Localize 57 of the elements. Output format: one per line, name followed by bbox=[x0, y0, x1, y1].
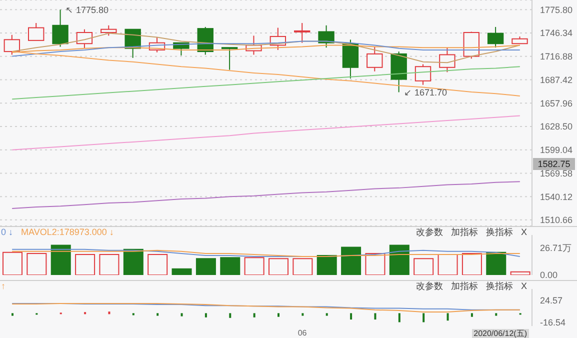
text: 1582.75 bbox=[533, 158, 575, 170]
bar bbox=[316, 255, 337, 275]
annotation: X bbox=[520, 227, 527, 237]
y-tick-label: 1599.04 bbox=[540, 145, 573, 156]
annotation: X bbox=[520, 281, 527, 291]
bar bbox=[220, 257, 240, 275]
y-tick-label: 1657.96 bbox=[540, 98, 573, 108]
series-label: ↑ bbox=[1, 281, 6, 291]
annotation: 换指标 bbox=[486, 227, 513, 237]
bar bbox=[268, 258, 288, 275]
bar bbox=[172, 268, 192, 275]
annotation: ↖ 1775.80 bbox=[65, 4, 108, 15]
y-tick-label: 1716.88 bbox=[540, 52, 573, 62]
bar bbox=[50, 244, 71, 275]
bar bbox=[99, 254, 120, 275]
bar bbox=[438, 254, 458, 275]
bar bbox=[123, 248, 144, 275]
y-tick-label: -16.54 bbox=[540, 318, 566, 328]
candlestick bbox=[294, 22, 310, 44]
bar bbox=[486, 252, 506, 275]
bar bbox=[26, 252, 47, 275]
annotation: 改参数 bbox=[416, 227, 443, 237]
bar bbox=[389, 244, 410, 275]
line-series bbox=[12, 66, 520, 100]
bar bbox=[196, 258, 216, 275]
y-tick-label: 1746.34 bbox=[540, 28, 573, 38]
x-axis-title: 2020/06/12(五) bbox=[472, 329, 529, 338]
bar bbox=[292, 258, 313, 275]
bar bbox=[244, 257, 264, 275]
y-tick-label: 1569.58 bbox=[540, 168, 573, 178]
bar bbox=[462, 252, 482, 275]
y-tick-label: 26.71万 bbox=[540, 242, 572, 253]
y-tick-label: 1628.50 bbox=[540, 122, 573, 132]
annotation: 改参数 bbox=[416, 281, 443, 291]
x-tick-label: 06 bbox=[298, 328, 308, 338]
bar bbox=[510, 271, 530, 275]
annotation: 换指标 bbox=[486, 281, 513, 291]
bar bbox=[75, 254, 96, 275]
bar bbox=[341, 246, 362, 275]
annotation: 加指标 bbox=[450, 227, 478, 237]
line-series bbox=[12, 181, 520, 210]
bar bbox=[2, 252, 22, 275]
series-label: 0 ↓ bbox=[1, 227, 14, 237]
y-tick-label: 1540.12 bbox=[540, 192, 573, 202]
y-tick-label: 0.00 bbox=[540, 270, 558, 280]
y-tick-label: 1687.42 bbox=[540, 74, 573, 85]
y-tick-label: 24.57 bbox=[540, 296, 563, 306]
bar bbox=[414, 258, 434, 275]
annotation: 加指标 bbox=[450, 281, 478, 291]
y-tick-label: 1510.66 bbox=[540, 215, 573, 226]
line-series bbox=[12, 302, 520, 313]
series-label: MAVOL2:178973.000 ↓ bbox=[21, 227, 114, 237]
bar bbox=[365, 252, 386, 275]
bar bbox=[148, 254, 168, 275]
y-tick-label: 1775.80 bbox=[540, 4, 573, 15]
annotation: ↙ 1671.70 bbox=[404, 87, 448, 98]
line-series bbox=[12, 115, 520, 150]
